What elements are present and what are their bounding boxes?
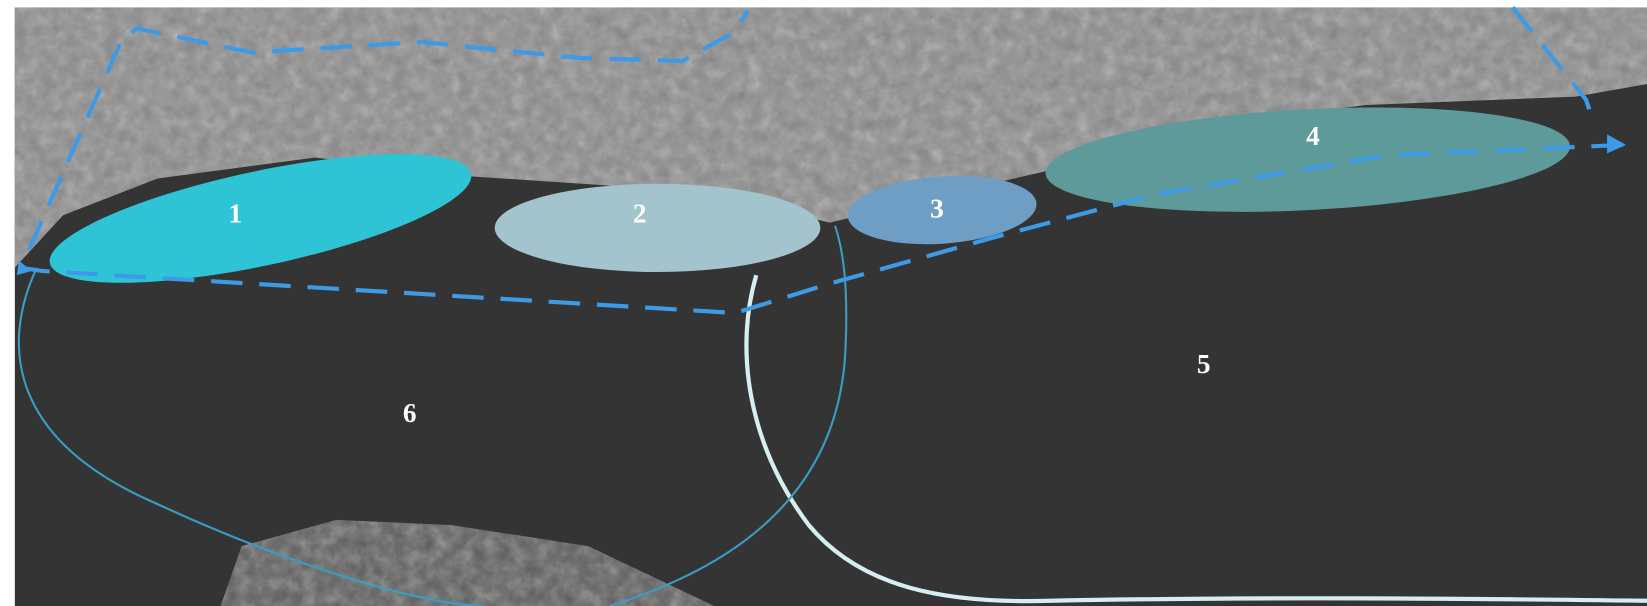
zone-2 [494, 183, 821, 273]
zone-3 [847, 175, 1037, 245]
zone-label: 1 [228, 199, 242, 229]
land-texture [14, 7, 1647, 268]
zone-label: 6 [403, 398, 417, 428]
zone-label: 3 [930, 193, 944, 223]
zone-6-boundary [17, 225, 848, 606]
aerial-photo [14, 7, 1647, 606]
zone-label: 5 [1197, 349, 1211, 379]
study-boundary [17, 6, 1623, 316]
zone-4 [1045, 107, 1570, 212]
zone-label: 2 [633, 199, 647, 229]
island-texture [220, 519, 715, 606]
zone-1 [49, 154, 472, 283]
zone-label: 4 [1306, 121, 1320, 151]
zone-5-boundary [744, 274, 1647, 604]
